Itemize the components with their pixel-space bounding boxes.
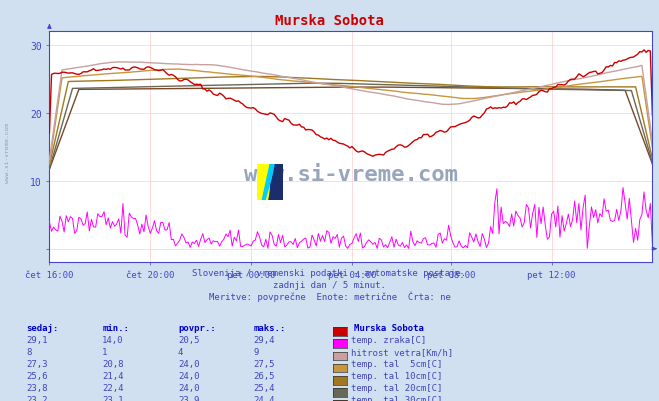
Text: maks.:: maks.: — [254, 323, 286, 332]
Text: 20,5: 20,5 — [178, 335, 200, 344]
Text: min.:: min.: — [102, 323, 129, 332]
Text: zadnji dan / 5 minut.: zadnji dan / 5 minut. — [273, 280, 386, 289]
Text: Meritve: povprečne  Enote: metrične  Črta: ne: Meritve: povprečne Enote: metrične Črta:… — [208, 291, 451, 302]
Text: 14,0: 14,0 — [102, 335, 124, 344]
Text: temp. zraka[C]: temp. zraka[C] — [351, 335, 426, 344]
Text: 24,0: 24,0 — [178, 371, 200, 380]
Text: 9: 9 — [254, 347, 259, 356]
Text: 23,9: 23,9 — [178, 395, 200, 401]
Text: 24,0: 24,0 — [178, 383, 200, 392]
Polygon shape — [262, 164, 275, 200]
Text: Slovenija / vremenski podatki - avtomatske postaje.: Slovenija / vremenski podatki - avtomats… — [192, 269, 467, 277]
Text: 4: 4 — [178, 347, 183, 356]
Text: hitrost vetra[Km/h]: hitrost vetra[Km/h] — [351, 347, 453, 356]
Text: 1: 1 — [102, 347, 107, 356]
Text: 24,4: 24,4 — [254, 395, 275, 401]
Text: Murska Sobota: Murska Sobota — [275, 14, 384, 28]
Text: 22,4: 22,4 — [102, 383, 124, 392]
Text: sedaj:: sedaj: — [26, 323, 59, 332]
Text: temp. tal 10cm[C]: temp. tal 10cm[C] — [351, 371, 443, 380]
Text: povpr.:: povpr.: — [178, 323, 215, 332]
Text: 24,0: 24,0 — [178, 359, 200, 368]
Polygon shape — [257, 164, 270, 200]
Text: 26,5: 26,5 — [254, 371, 275, 380]
Polygon shape — [269, 164, 277, 200]
Text: temp. tal 20cm[C]: temp. tal 20cm[C] — [351, 383, 443, 392]
Text: 29,1: 29,1 — [26, 335, 48, 344]
Text: www.si-vreme.com: www.si-vreme.com — [5, 122, 11, 182]
Text: temp. tal  5cm[C]: temp. tal 5cm[C] — [351, 359, 443, 368]
Text: 23,2: 23,2 — [26, 395, 48, 401]
Text: Murska Sobota: Murska Sobota — [354, 323, 424, 332]
Text: 23,1: 23,1 — [102, 395, 124, 401]
Text: 27,3: 27,3 — [26, 359, 48, 368]
Text: 25,6: 25,6 — [26, 371, 48, 380]
Text: 21,4: 21,4 — [102, 371, 124, 380]
Text: 20,8: 20,8 — [102, 359, 124, 368]
Text: 27,5: 27,5 — [254, 359, 275, 368]
Text: 8: 8 — [26, 347, 32, 356]
Text: temp. tal 30cm[C]: temp. tal 30cm[C] — [351, 395, 443, 401]
Text: 25,4: 25,4 — [254, 383, 275, 392]
Text: 29,4: 29,4 — [254, 335, 275, 344]
Text: 23,8: 23,8 — [26, 383, 48, 392]
Polygon shape — [270, 164, 283, 200]
Text: www.si-vreme.com: www.si-vreme.com — [244, 165, 458, 185]
